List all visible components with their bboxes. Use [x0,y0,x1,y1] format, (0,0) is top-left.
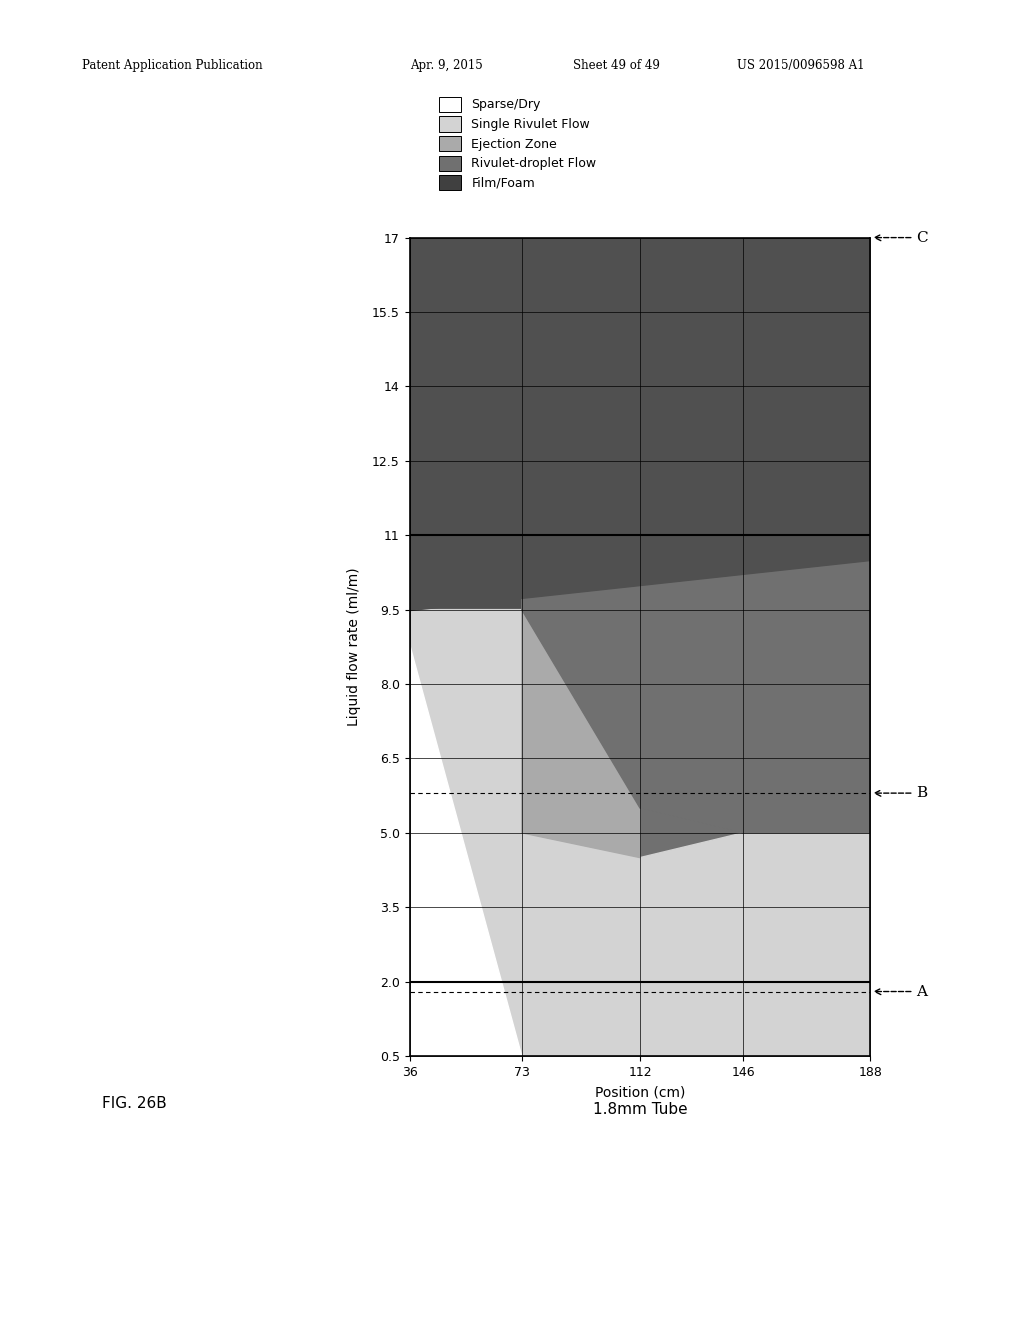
Polygon shape [522,610,640,858]
X-axis label: Position (cm): Position (cm) [595,1085,685,1100]
Text: A: A [874,985,928,998]
Text: FIG. 26B: FIG. 26B [102,1096,167,1110]
Text: C: C [874,231,928,244]
Text: Sheet 49 of 49: Sheet 49 of 49 [573,59,660,73]
Text: US 2015/0096598 A1: US 2015/0096598 A1 [737,59,865,73]
Polygon shape [522,560,870,1056]
Polygon shape [522,610,640,858]
Polygon shape [522,560,870,833]
Polygon shape [410,644,522,1056]
Polygon shape [410,238,870,610]
Polygon shape [410,610,870,1056]
Text: Apr. 9, 2015: Apr. 9, 2015 [410,59,482,73]
Text: Patent Application Publication: Patent Application Publication [82,59,262,73]
Text: 1.8mm Tube: 1.8mm Tube [593,1102,687,1117]
Y-axis label: Liquid flow rate (ml/m): Liquid flow rate (ml/m) [347,568,360,726]
Legend: Sparse/Dry, Single Rivulet Flow, Ejection Zone, Rivulet-droplet Flow, Film/Foam: Sparse/Dry, Single Rivulet Flow, Ejectio… [439,96,597,190]
Text: B: B [874,787,928,800]
